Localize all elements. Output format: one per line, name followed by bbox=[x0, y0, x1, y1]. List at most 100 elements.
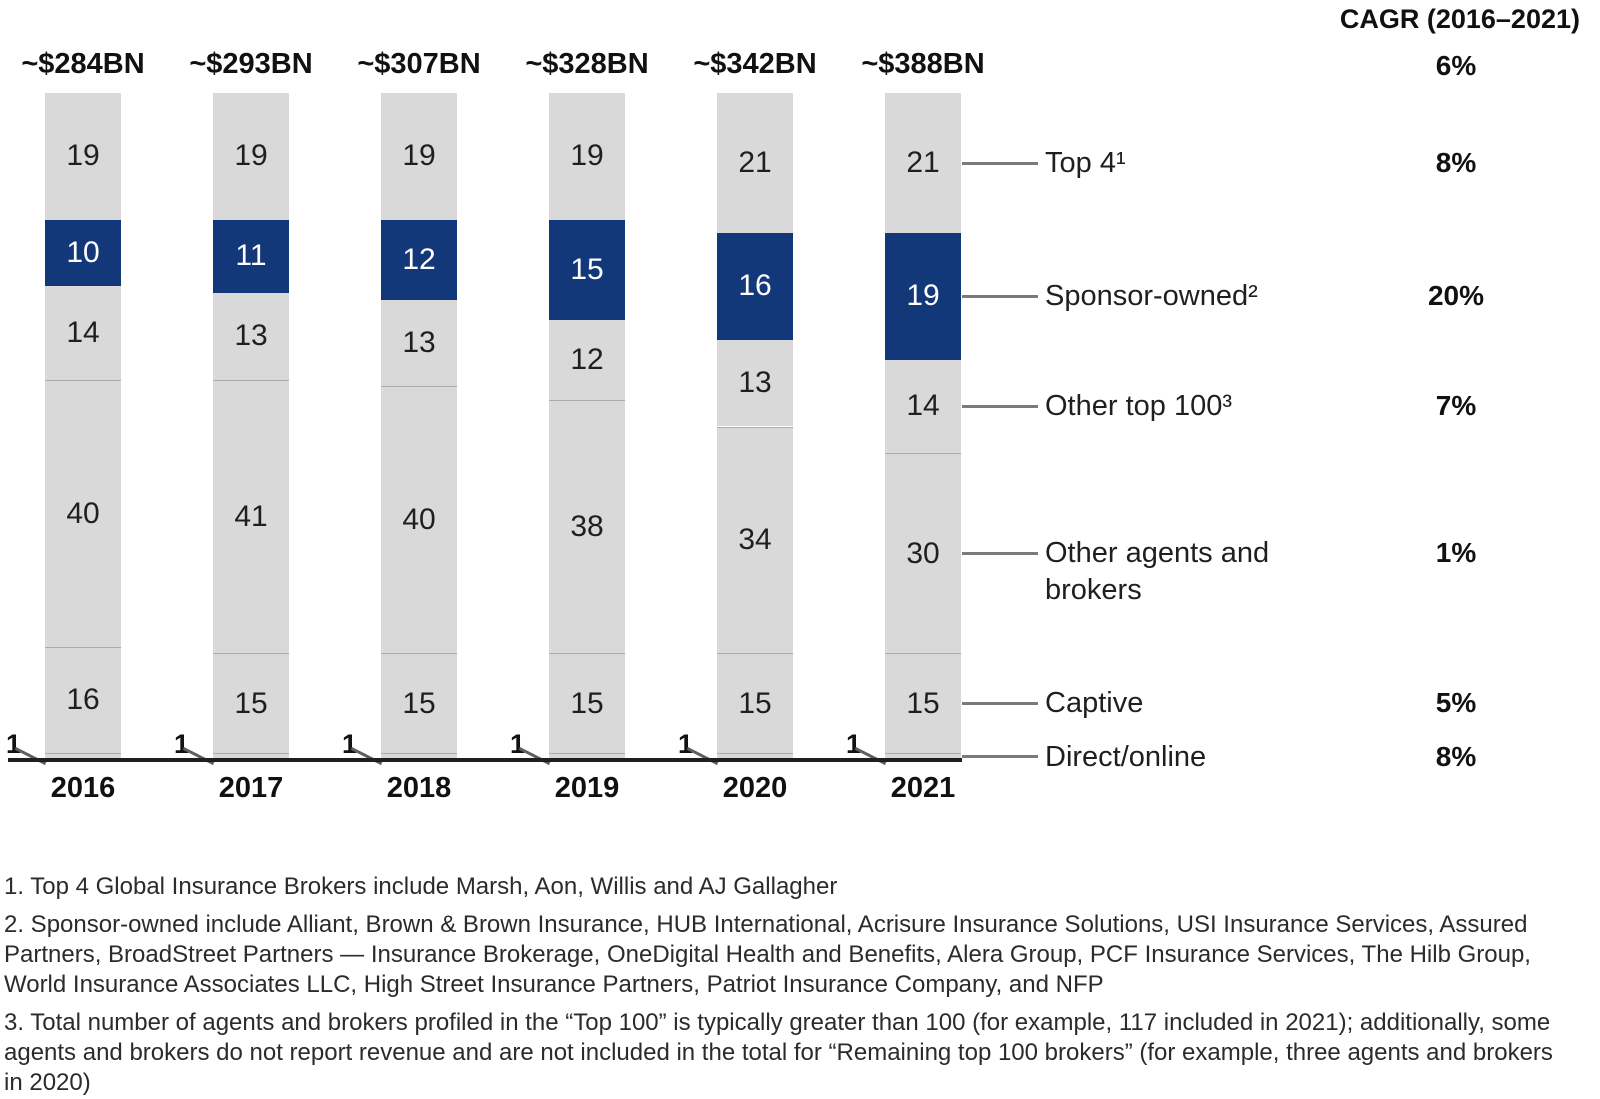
cagr-value: 8% bbox=[1435, 147, 1477, 179]
segment-value-label: 15 bbox=[570, 252, 604, 286]
segment-value-label: 34 bbox=[738, 523, 772, 557]
bar-total-label: ~$293BN bbox=[189, 48, 313, 80]
segment-value-label: 10 bbox=[66, 236, 100, 270]
x-axis-tick-label: 2017 bbox=[218, 772, 284, 804]
legend-label: Other top 100³ bbox=[1045, 390, 1232, 423]
segment-value-label: 13 bbox=[234, 319, 268, 353]
bar-segment: 14 bbox=[45, 286, 121, 380]
segment-value-label: 21 bbox=[906, 146, 940, 180]
bar-segment bbox=[717, 753, 793, 760]
segment-value-label: 12 bbox=[570, 342, 604, 376]
bar-total-label: ~$342BN bbox=[693, 48, 817, 80]
segment-value-label: 21 bbox=[738, 146, 772, 180]
x-axis-tick-label: 2020 bbox=[722, 772, 788, 804]
bar-segment: 12 bbox=[381, 219, 457, 300]
segment-value-label: 40 bbox=[402, 503, 436, 537]
segment-value-label: 19 bbox=[66, 139, 100, 173]
bar-total-label: ~$388BN bbox=[861, 48, 985, 80]
bar-segment: 13 bbox=[381, 299, 457, 387]
x-axis-tick-label: 2019 bbox=[554, 772, 620, 804]
bar-segment: 21 bbox=[717, 93, 793, 234]
segment-value-label: 11 bbox=[235, 239, 267, 273]
cagr-value: 8% bbox=[1435, 740, 1477, 772]
direct-online-value-label: 1 bbox=[677, 729, 693, 759]
bar-segment: 40 bbox=[45, 379, 121, 647]
cagr-value: 20% bbox=[1427, 280, 1485, 312]
bar-segment: 21 bbox=[885, 93, 961, 234]
legend-leader-line bbox=[962, 294, 1038, 298]
bar-segment: 40 bbox=[381, 386, 457, 654]
bar-segment: 34 bbox=[717, 426, 793, 654]
direct-online-value-label: 1 bbox=[5, 729, 21, 759]
legend-leader-line bbox=[962, 551, 1038, 555]
segment-value-label: 40 bbox=[66, 496, 100, 530]
footnotes: 1. Top 4 Global Insurance Brokers includ… bbox=[4, 872, 1559, 1099]
bar-segment bbox=[45, 753, 121, 760]
bar-segment: 15 bbox=[717, 653, 793, 754]
bar-segment: 19 bbox=[213, 93, 289, 220]
segment-value-label: 30 bbox=[906, 536, 940, 570]
bar-segment: 15 bbox=[885, 653, 961, 754]
bar-segment: 11 bbox=[213, 219, 289, 294]
segment-value-label: 15 bbox=[402, 686, 436, 720]
bar-segment: 19 bbox=[381, 93, 457, 220]
bar-segment bbox=[885, 753, 961, 760]
segment-value-label: 16 bbox=[66, 683, 100, 717]
cagr-value: 5% bbox=[1435, 687, 1477, 719]
segment-value-label: 19 bbox=[906, 279, 940, 313]
segment-value-label: 13 bbox=[402, 326, 436, 360]
segment-value-label: 14 bbox=[66, 316, 100, 350]
segment-value-label: 12 bbox=[402, 242, 436, 276]
bar-segment: 19 bbox=[549, 93, 625, 220]
bar-segment: 19 bbox=[45, 93, 121, 220]
bar-total-label: ~$284BN bbox=[21, 48, 145, 80]
bar-segment: 16 bbox=[45, 646, 121, 754]
bar-segment: 38 bbox=[549, 399, 625, 654]
segment-value-label: 19 bbox=[570, 139, 604, 173]
bar-total-label: ~$307BN bbox=[357, 48, 481, 80]
segment-value-label: 16 bbox=[738, 269, 772, 303]
footnote-3: 3. Total number of agents and brokers pr… bbox=[4, 1009, 1553, 1096]
x-axis-tick-label: 2021 bbox=[890, 772, 956, 804]
x-axis-tick-label: 2018 bbox=[386, 772, 452, 804]
segment-value-label: 38 bbox=[570, 510, 604, 544]
segment-value-label: 14 bbox=[906, 389, 940, 423]
bar-segment bbox=[381, 753, 457, 760]
bar-segment: 41 bbox=[213, 379, 289, 654]
bar-segment: 19 bbox=[885, 233, 961, 360]
legend-leader-line bbox=[962, 755, 1038, 759]
legend-label: Sponsor-owned² bbox=[1045, 280, 1258, 313]
bar-segment: 13 bbox=[213, 293, 289, 380]
bar-segment bbox=[549, 753, 625, 760]
legend-leader-line bbox=[962, 404, 1038, 408]
cagr-value: 1% bbox=[1435, 537, 1477, 569]
legend-label: Top 4¹ bbox=[1045, 147, 1126, 180]
segment-value-label: 15 bbox=[234, 686, 268, 720]
segment-value-label: 15 bbox=[906, 686, 940, 720]
legend-label: Other agents and brokers bbox=[1045, 537, 1270, 607]
footnote-2: 2. Sponsor-owned include Alliant, Brown … bbox=[4, 911, 1531, 998]
segment-value-label: 19 bbox=[234, 139, 268, 173]
legend-leader-line bbox=[962, 161, 1038, 165]
x-axis-line bbox=[8, 758, 962, 762]
bar-segment: 10 bbox=[45, 219, 121, 287]
bar-segment: 15 bbox=[549, 653, 625, 754]
bar-total-label: ~$328BN bbox=[525, 48, 649, 80]
legend-label: Captive bbox=[1045, 687, 1144, 720]
segment-value-label: 15 bbox=[738, 686, 772, 720]
bar-segment: 30 bbox=[885, 453, 961, 654]
bar-segment: 15 bbox=[549, 219, 625, 320]
segment-value-label: 19 bbox=[402, 139, 436, 173]
bar-segment: 13 bbox=[717, 339, 793, 427]
legend-leader-line bbox=[962, 701, 1038, 705]
segment-value-label: 15 bbox=[570, 686, 604, 720]
bar-segment: 15 bbox=[381, 653, 457, 754]
direct-online-value-label: 1 bbox=[173, 729, 189, 759]
bar-segment: 12 bbox=[549, 319, 625, 400]
bar-segment: 15 bbox=[213, 653, 289, 754]
segment-value-label: 13 bbox=[738, 366, 772, 400]
segment-value-label: 41 bbox=[234, 500, 268, 534]
bar-segment bbox=[213, 753, 289, 760]
footnote-1: 1. Top 4 Global Insurance Brokers includ… bbox=[4, 873, 838, 900]
